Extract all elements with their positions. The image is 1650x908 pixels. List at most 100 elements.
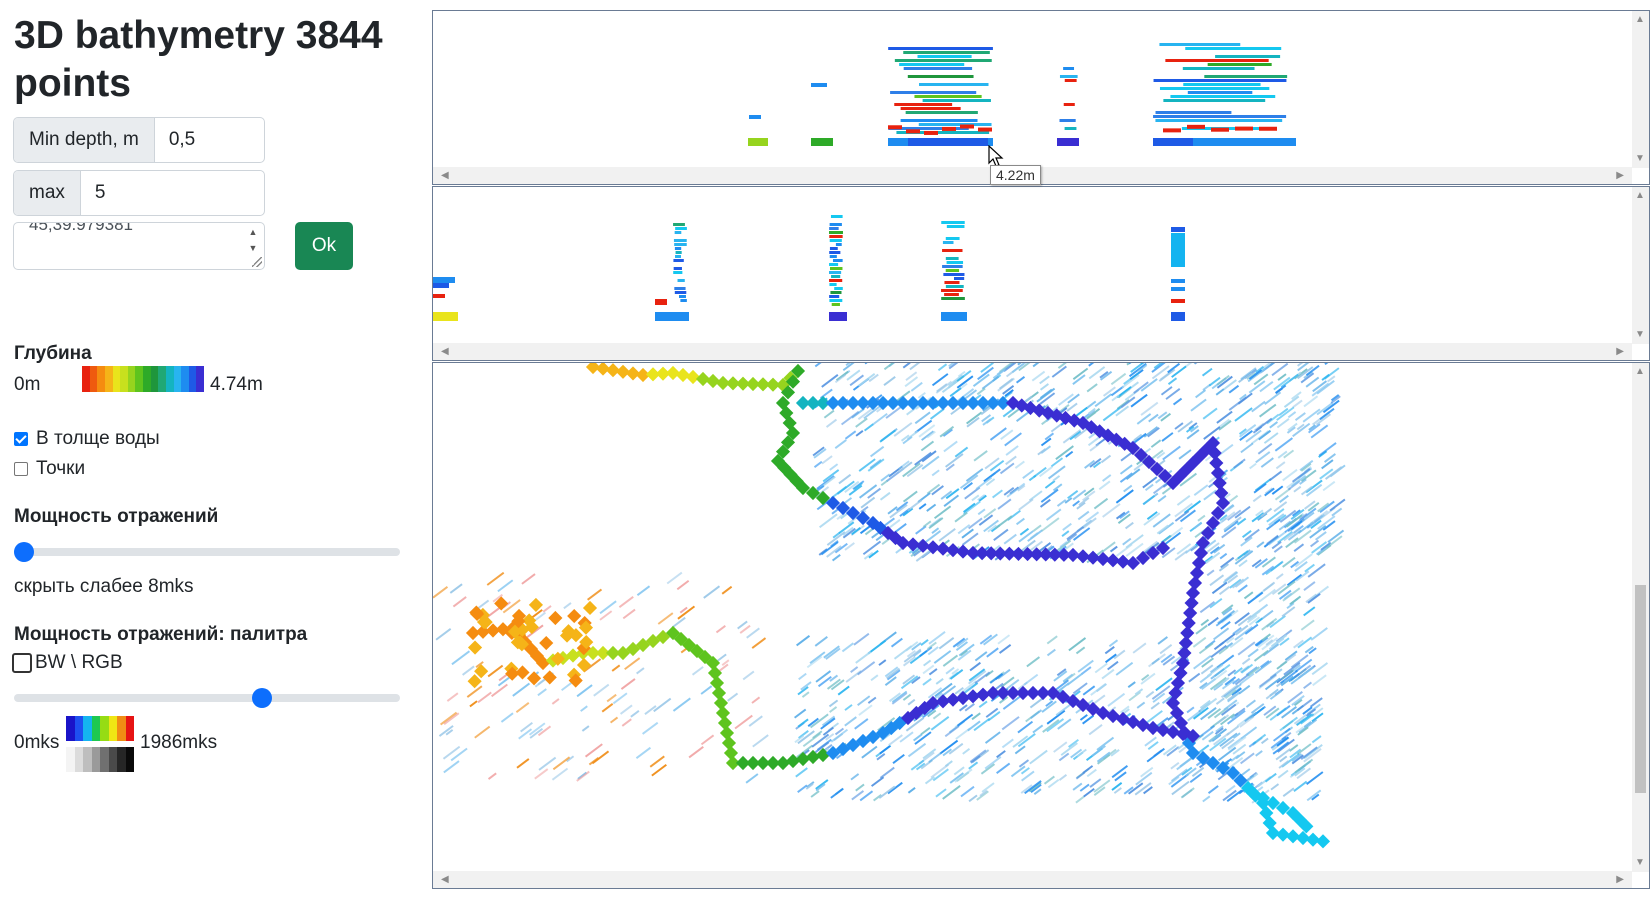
sonar-streak: [968, 670, 987, 685]
scroll-down-icon[interactable]: ▼: [1635, 857, 1645, 868]
depth-color-swatch: [196, 366, 204, 392]
sonar-streak: [930, 763, 950, 779]
scroll-left-icon[interactable]: ◀: [441, 170, 449, 181]
sonar-streak: [952, 637, 966, 648]
sonar-streak: [1325, 466, 1343, 480]
sonar-streak: [1178, 745, 1188, 754]
sonar-streak: [1208, 476, 1217, 483]
sonar-streak: [949, 772, 964, 784]
bw-rgb-option[interactable]: BW \ RGB: [12, 652, 123, 674]
spin-down-icon[interactable]: ▼: [248, 243, 258, 253]
ok-button[interactable]: Ok: [295, 222, 353, 270]
profile-view-y[interactable]: ◀ ▶ ▲ ▼: [432, 186, 1650, 361]
sonar-streak: [1233, 667, 1243, 675]
sonar-streak: [1036, 387, 1056, 403]
scroll-thumb[interactable]: [1635, 585, 1646, 793]
profile-view-x[interactable]: ◀ ▶ ▲ ▼: [432, 10, 1650, 185]
sonar-streak: [1269, 421, 1279, 429]
coords-textarea[interactable]: 45;39.979381 ▲ ▼: [13, 222, 265, 270]
slider-thumb[interactable]: [14, 542, 34, 562]
sonar-streak: [859, 484, 878, 499]
coords-spinner[interactable]: ▲ ▼: [246, 227, 260, 253]
scroll-up-icon[interactable]: ▲: [1635, 14, 1645, 25]
sonar-streak: [883, 517, 895, 528]
scroll-up-icon[interactable]: ▲: [1635, 366, 1645, 377]
bathymetry-map-view[interactable]: ◀ ▶ ▲ ▼: [432, 362, 1650, 889]
sonar-streak: [919, 646, 933, 657]
scroll-down-icon[interactable]: ▼: [1635, 329, 1645, 340]
palette-slider[interactable]: [14, 686, 400, 710]
sonar-track-point: [705, 655, 721, 671]
sonar-streak: [1319, 407, 1335, 421]
horizontal-scrollbar[interactable]: ◀ ▶: [433, 871, 1632, 888]
sonar-streak: [1297, 366, 1314, 380]
sonar-streak: [1221, 511, 1236, 523]
sonar-return: [941, 221, 965, 224]
sonar-streak: [1281, 705, 1298, 719]
sonar-streak: [983, 468, 1001, 483]
horizontal-scrollbar[interactable]: ◀ ▶: [433, 343, 1632, 360]
in-water-option[interactable]: В толще воды: [14, 428, 160, 450]
vertical-scrollbar[interactable]: ▲ ▼: [1632, 363, 1649, 872]
sonar-streak: [1291, 695, 1305, 706]
sonar-streak: [960, 649, 968, 657]
sonar-streak: [1303, 606, 1316, 617]
scroll-right-icon[interactable]: ▶: [1616, 170, 1624, 181]
sonar-streak: [1283, 449, 1295, 459]
scroll-right-icon[interactable]: ▶: [1616, 346, 1624, 357]
points-checkbox[interactable]: [14, 462, 28, 476]
sonar-streak: [1107, 692, 1126, 707]
sonar-streak: [1162, 445, 1181, 461]
sonar-track-point: [815, 490, 831, 506]
sonar-streak: [1227, 736, 1247, 751]
sonar-return: [831, 275, 841, 278]
sonar-streak: [1321, 459, 1334, 470]
slider-thumb[interactable]: [251, 688, 272, 708]
sonar-streak: [1176, 756, 1194, 771]
sonar-track-point: [785, 425, 801, 441]
bw-rgb-checkbox[interactable]: [12, 653, 32, 673]
scroll-up-icon[interactable]: ▲: [1635, 190, 1645, 201]
sonar-streak: [1101, 668, 1115, 680]
sonar-streak: [1115, 489, 1134, 504]
profile-x-canvas[interactable]: [433, 11, 1631, 166]
sonar-streak: [936, 383, 948, 393]
sonar-streak: [844, 542, 855, 551]
sonar-streak: [1194, 363, 1198, 365]
sonar-streak: [1058, 752, 1070, 762]
sonar-streak: [551, 698, 560, 705]
min-depth-input[interactable]: [154, 118, 249, 162]
sonar-streak: [1239, 423, 1257, 438]
depth-tooltip: 4.22m: [990, 165, 1041, 185]
points-option[interactable]: Точки: [14, 458, 85, 480]
scroll-left-icon[interactable]: ◀: [441, 874, 449, 885]
vertical-scrollbar[interactable]: ▲ ▼: [1632, 11, 1649, 168]
scroll-left-icon[interactable]: ◀: [441, 346, 449, 357]
sonar-streak: [490, 683, 508, 698]
sonar-track-point: [735, 755, 751, 771]
vertical-scrollbar[interactable]: ▲ ▼: [1632, 187, 1649, 344]
spin-up-icon[interactable]: ▲: [248, 227, 258, 237]
sonar-track-point: [465, 625, 481, 641]
sonar-streak: [1275, 748, 1291, 761]
sonar-streak: [487, 664, 504, 678]
in-water-checkbox[interactable]: [14, 432, 28, 446]
max-depth-input[interactable]: [80, 171, 261, 215]
bathymetry-map-canvas[interactable]: [433, 363, 1633, 871]
sonar-streak: [537, 725, 552, 737]
sonar-return: [903, 51, 990, 54]
sonar-streak: [1244, 623, 1259, 635]
sonar-track-point: [1157, 468, 1173, 484]
sonar-streak: [751, 637, 767, 649]
sonar-streak: [966, 416, 980, 428]
sonar-streak: [891, 690, 908, 703]
reflections-slider[interactable]: [14, 540, 400, 564]
scroll-right-icon[interactable]: ▶: [1616, 874, 1624, 885]
sonar-streak: [1229, 637, 1244, 649]
resize-handle-icon[interactable]: [252, 257, 262, 267]
sonar-streak: [1001, 738, 1014, 749]
sonar-streak: [1167, 377, 1178, 385]
scroll-down-icon[interactable]: ▼: [1635, 153, 1645, 164]
sonar-return: [924, 130, 938, 135]
profile-y-canvas[interactable]: [433, 187, 1631, 342]
